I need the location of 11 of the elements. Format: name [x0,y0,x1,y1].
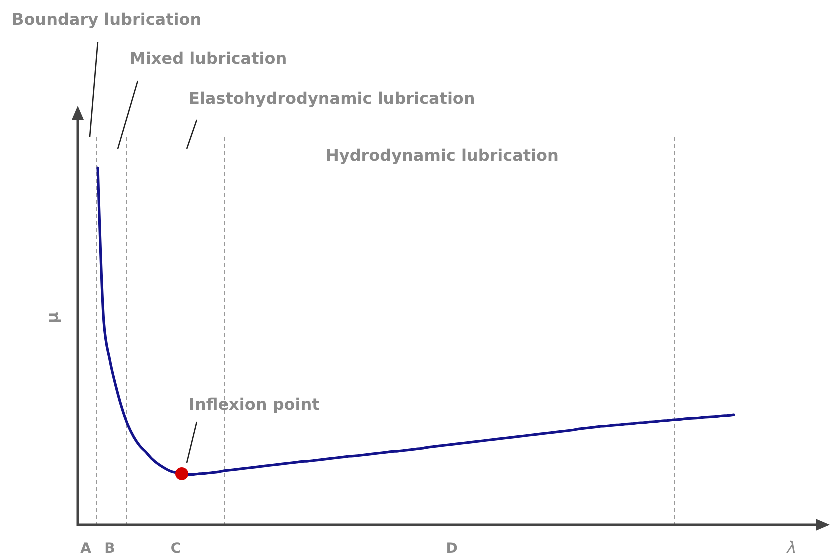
x-tick-label: D [446,541,458,557]
x-axis-title: λ [786,538,797,557]
text: Elastohydrodynamic lubrication [189,89,476,108]
text: Mixed lubrication [130,49,288,68]
text: Boundary lubrication [12,10,202,29]
annotation: Inflexion point [189,395,320,414]
x-tick-label: A [80,541,92,557]
x-tick-label: B [104,541,116,557]
text: Hydrodynamic lubrication [326,146,559,165]
x-tick-label: C [170,541,182,557]
y-axis-title: μ [43,312,62,324]
